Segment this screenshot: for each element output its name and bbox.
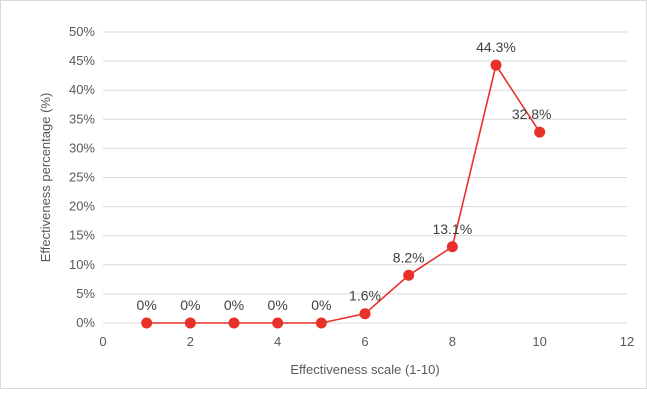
data-series <box>141 59 546 329</box>
data-label: 32.8% <box>512 106 552 122</box>
data-label: 44.3% <box>476 39 516 55</box>
y-axis-ticks: 0% 5% 10% 15% 20% 25% 30% 35% 40% 45% 50% <box>69 24 95 330</box>
data-label: 0% <box>311 297 331 313</box>
data-point <box>184 317 196 329</box>
data-label: 0% <box>224 297 244 313</box>
data-point <box>446 241 458 253</box>
data-point <box>534 126 546 138</box>
data-label: 0% <box>180 297 200 313</box>
y-tick-label: 10% <box>69 257 95 272</box>
data-labels: 0% 0% 0% 0% 0% 1.6% 8.2% 13.1% 44.3% 32.8% <box>137 39 552 313</box>
y-tick-label: 20% <box>69 199 95 214</box>
y-tick-label: 5% <box>76 286 95 301</box>
data-point <box>403 269 415 281</box>
data-point <box>315 317 327 329</box>
data-label: 13.1% <box>432 221 472 237</box>
x-axis-ticks: 0 2 4 6 8 10 12 <box>99 334 634 349</box>
y-tick-label: 45% <box>69 53 95 68</box>
y-tick-label: 0% <box>76 315 95 330</box>
y-tick-label: 50% <box>69 24 95 39</box>
x-tick-label: 10 <box>532 334 546 349</box>
x-axis-title: Effectiveness scale (1-10) <box>290 362 439 377</box>
y-tick-label: 15% <box>69 228 95 243</box>
data-point <box>272 317 284 329</box>
series-line <box>146 63 541 324</box>
gridlines <box>103 31 627 324</box>
x-tick-label: 8 <box>449 334 456 349</box>
y-axis-title: Effectiveness percentage (%) <box>38 93 53 263</box>
y-tick-label: 25% <box>69 170 95 185</box>
data-point <box>490 59 502 71</box>
y-tick-label: 40% <box>69 82 95 97</box>
data-label: 1.6% <box>349 288 381 304</box>
x-tick-label: 12 <box>620 334 634 349</box>
data-point <box>141 317 153 329</box>
y-tick-label: 30% <box>69 140 95 155</box>
data-label: 8.2% <box>393 249 425 265</box>
x-tick-label: 2 <box>187 334 194 349</box>
data-label: 0% <box>268 297 288 313</box>
x-tick-label: 0 <box>99 334 106 349</box>
data-label: 0% <box>137 297 157 313</box>
x-tick-label: 4 <box>274 334 281 349</box>
x-tick-label: 6 <box>361 334 368 349</box>
data-point <box>359 308 371 320</box>
data-point <box>228 317 240 329</box>
y-tick-label: 35% <box>69 111 95 126</box>
